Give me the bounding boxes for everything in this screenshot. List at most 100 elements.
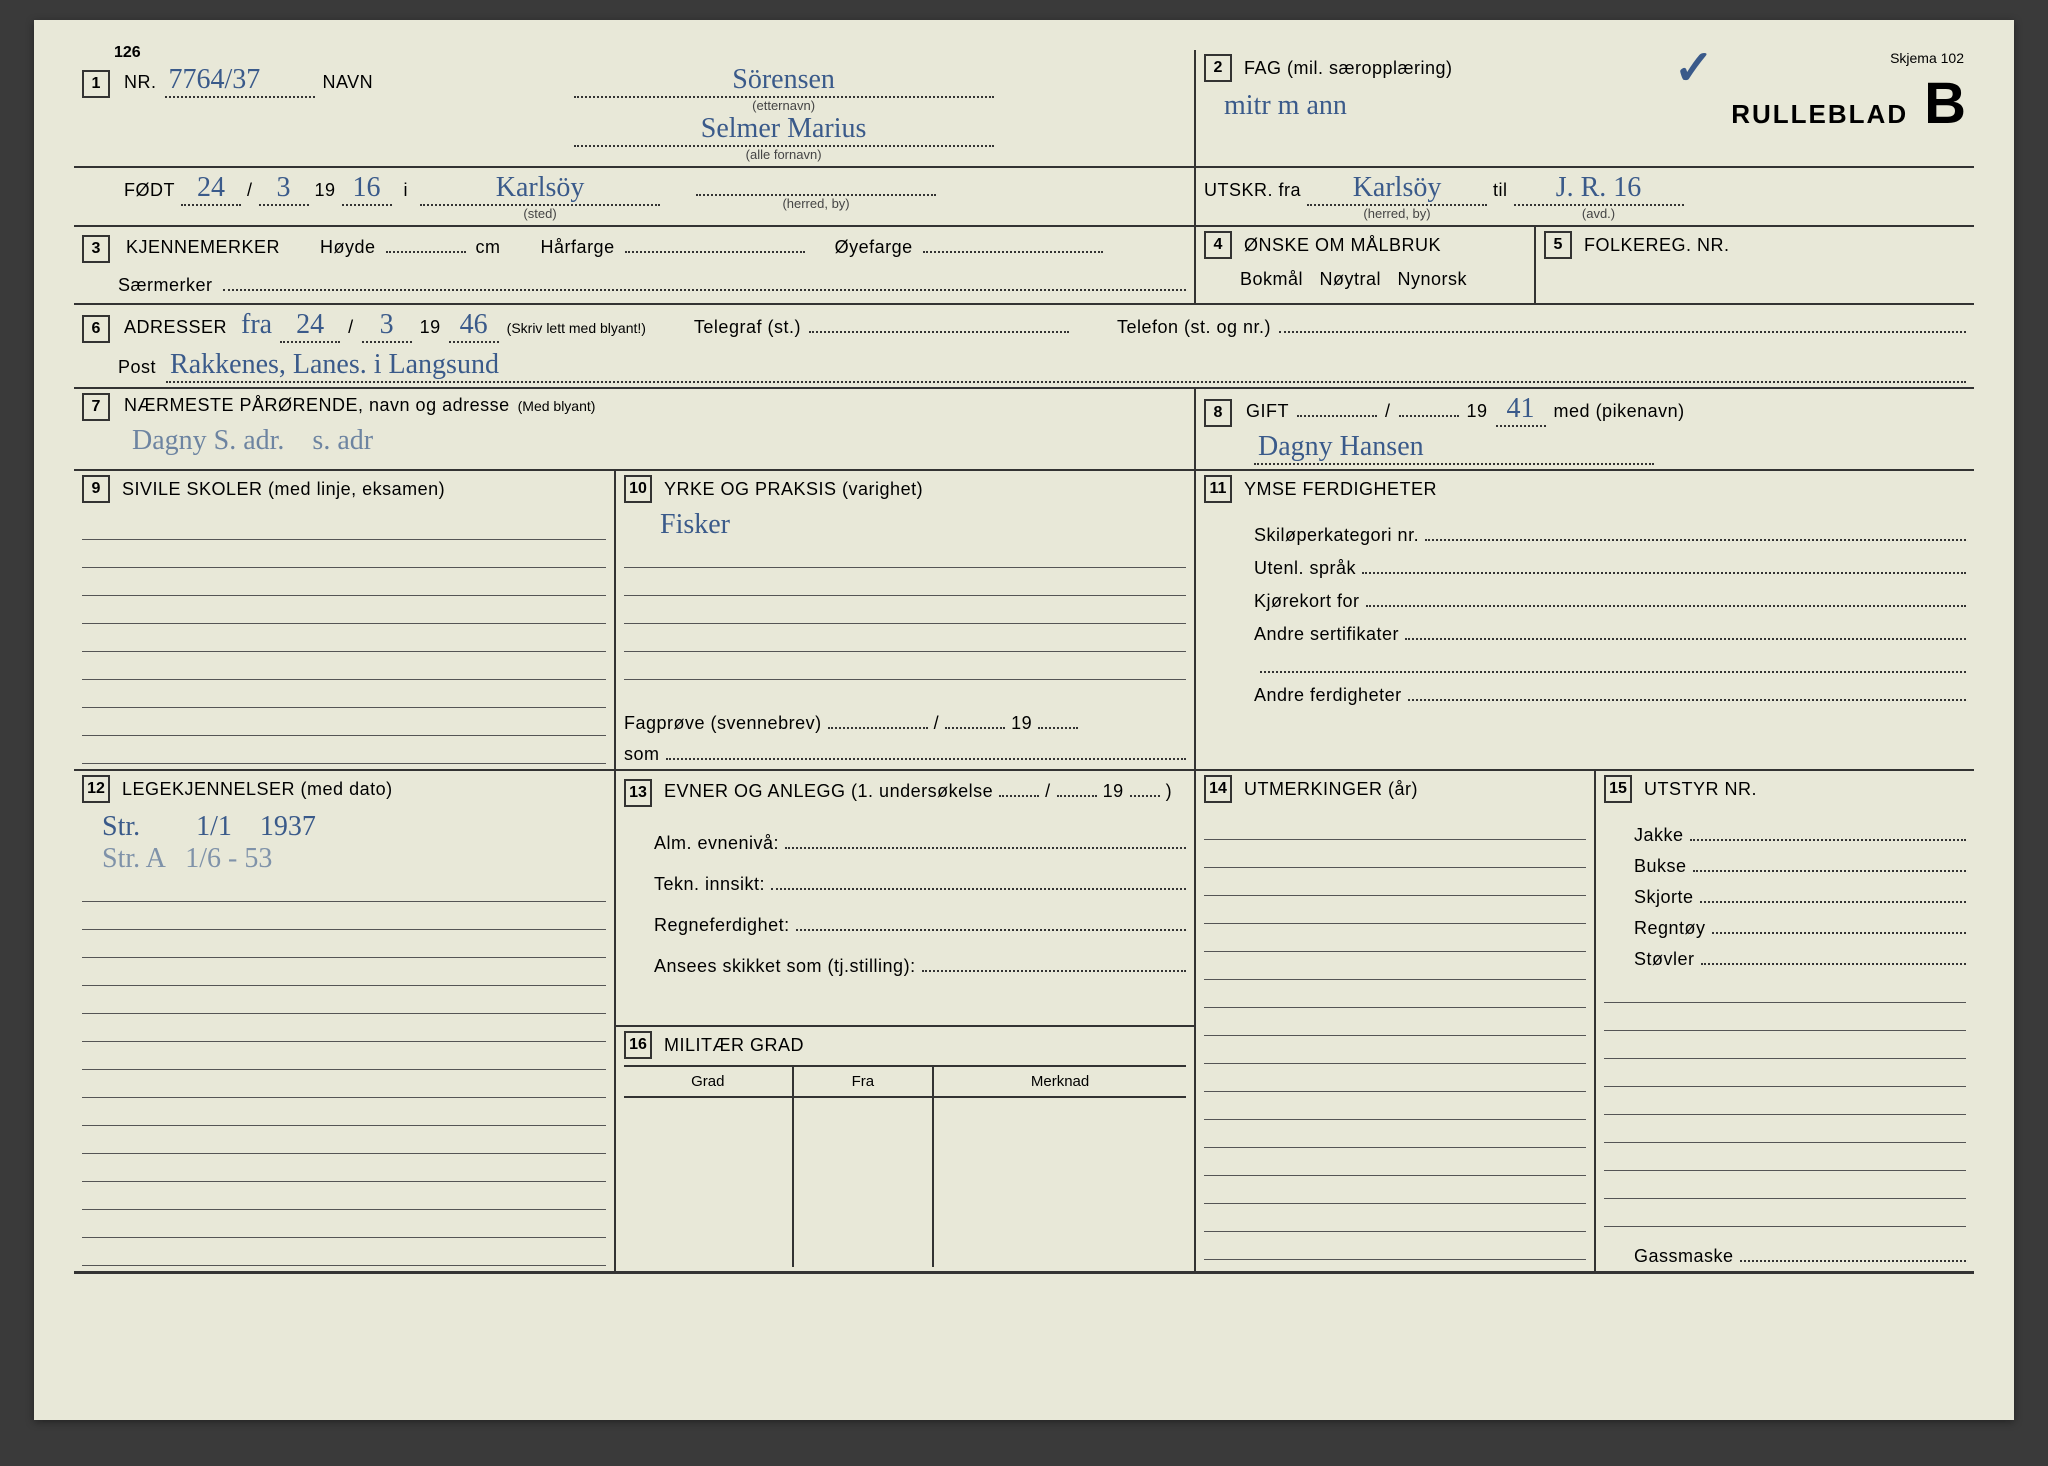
oyefarge-label: Øyefarge xyxy=(835,237,913,258)
sivile-label: SIVILE SKOLER (med linje, eksamen) xyxy=(122,479,445,500)
list-item-label: Støvler xyxy=(1634,949,1695,970)
box-7: 7 xyxy=(82,393,110,421)
addr-month: 3 xyxy=(362,309,412,343)
fill-line xyxy=(1690,819,1966,841)
list-item: Ansees skikket som (tj.stilling): xyxy=(654,950,1186,977)
list-item: Bukse xyxy=(1634,850,1966,877)
til-label: til xyxy=(1493,180,1508,201)
list-item: Alm. evnenivå: xyxy=(654,827,1186,854)
gift-label: GIFT xyxy=(1246,401,1289,422)
gift-value: Dagny Hansen xyxy=(1254,431,1654,465)
form-letter: B xyxy=(1924,70,1964,137)
list-item-label: Andre sertifikater xyxy=(1254,624,1399,645)
fodt-year: 16 xyxy=(342,172,392,206)
kjenne-label: KJENNEMERKER xyxy=(126,237,280,258)
list-item-label: Ansees skikket som (tj.stilling): xyxy=(654,956,916,977)
malbruk-options: Bokmål Nøytral Nynorsk xyxy=(1204,269,1526,290)
yrke-label: YRKE OG PRAKSIS (varighet) xyxy=(664,479,923,500)
utskr-label: UTSKR. fra xyxy=(1204,180,1301,201)
fill-line xyxy=(1260,651,1966,673)
folkereg-label: FOLKEREG. NR. xyxy=(1584,235,1730,256)
list-item: Utenl. språk xyxy=(1254,552,1966,579)
nr-value: 7764/37 xyxy=(165,64,315,98)
gift-yp: 19 xyxy=(1467,401,1488,422)
ymse-label: YMSE FERDIGHETER xyxy=(1244,479,1437,500)
list-item xyxy=(1254,651,1966,673)
cm-label: cm xyxy=(476,237,501,258)
parorende-label: NÆRMESTE PÅRØRENDE, navn og adresse xyxy=(124,395,510,416)
fill-line xyxy=(1701,943,1966,965)
fill-line xyxy=(922,950,1186,972)
fill-line xyxy=(1700,881,1966,903)
fill-line xyxy=(785,827,1186,849)
utstyr-lines xyxy=(1604,976,1966,1240)
fagprove-yp: 19 xyxy=(1011,713,1032,734)
ymse-items: Skiløperkategori nr.Utenl. språkKjørekor… xyxy=(1204,519,1966,706)
lege-lines xyxy=(82,875,606,1267)
fill-line xyxy=(1366,585,1966,607)
parorende-hint: (Med blyant) xyxy=(518,398,596,414)
avd-sub: (avd.) xyxy=(1582,206,1615,221)
gift-year: 41 xyxy=(1496,393,1546,427)
post-value: Rakkenes, Lanes. i Langsund xyxy=(166,349,1966,383)
telegraf-label: Telegraf (st.) xyxy=(694,317,801,338)
list-item: Jakke xyxy=(1634,819,1966,846)
som-label: som xyxy=(624,744,660,765)
mg-col-merknad: Merknad xyxy=(933,1067,1186,1097)
list-item-label: Bukse xyxy=(1634,856,1687,877)
fodt-month: 3 xyxy=(259,172,309,206)
utskr-herred-sub: (herred, by) xyxy=(1363,206,1430,221)
rulleblad-label: RULLEBLAD xyxy=(1731,99,1908,130)
fornavn-sub: (alle fornavn) xyxy=(746,147,822,162)
addr-yp: 19 xyxy=(420,317,441,338)
box-11: 11 xyxy=(1204,475,1232,503)
box-10: 10 xyxy=(624,475,652,503)
herred-sub: (herred, by) xyxy=(782,196,849,211)
fill-line xyxy=(1405,618,1966,640)
nr-small: 126 xyxy=(114,44,141,62)
list-item-label: Regneferdighet: xyxy=(654,915,790,936)
fill-line xyxy=(1362,552,1966,574)
box-4: 4 xyxy=(1204,231,1232,259)
fodt-label: FØDT xyxy=(124,180,175,201)
fill-line xyxy=(771,868,1186,890)
sivile-lines xyxy=(82,513,606,765)
sted-sub: (sted) xyxy=(523,206,556,221)
lege-label: LEGEKJENNELSER (med dato) xyxy=(122,779,393,800)
list-item-label: Kjørekort for xyxy=(1254,591,1360,612)
utmerk-label: UTMERKINGER (år) xyxy=(1244,779,1418,800)
milgrad-table: Grad Fra Merknad xyxy=(624,1067,1186,1267)
box-9: 9 xyxy=(82,475,110,503)
list-item: Kjørekort for xyxy=(1254,585,1966,612)
telefon-label: Telefon (st. og nr.) xyxy=(1117,317,1271,338)
i-label: i xyxy=(404,180,409,201)
saermerker-label: Særmerker xyxy=(118,275,213,296)
addr-day: 24 xyxy=(280,309,340,343)
mg-col-fra: Fra xyxy=(793,1067,934,1097)
list-item-label: Utenl. språk xyxy=(1254,558,1356,579)
list-item-label: Skjorte xyxy=(1634,887,1694,908)
fill-line xyxy=(1408,679,1966,701)
parorende-value: Dagny S. adr. s. adr xyxy=(82,425,1186,457)
fodt-yp: 19 xyxy=(315,180,336,201)
box-14: 14 xyxy=(1204,775,1232,803)
list-item: Andre sertifikater xyxy=(1254,618,1966,645)
adresser-label: ADRESSER xyxy=(124,317,227,338)
list-item-label: Regntøy xyxy=(1634,918,1706,939)
list-item-label: Tekn. innsikt: xyxy=(654,874,765,895)
list-item-label: Alm. evnenivå: xyxy=(654,833,779,854)
box-15: 15 xyxy=(1604,775,1632,803)
utstyr-items: Jakke Bukse Skjorte Regntøy Støvler xyxy=(1604,819,1966,970)
yrke-value: Fisker xyxy=(624,509,1186,541)
list-item: Andre ferdigheter xyxy=(1254,679,1966,706)
list-item: Støvler xyxy=(1634,943,1966,970)
form-card: Skjema 102 RULLEBLAD B ✓ 126 1 NR. 7764/… xyxy=(34,20,2014,1420)
box-13: 13 xyxy=(624,779,652,807)
nr-label: NR. xyxy=(124,72,157,93)
list-item: Regntøy xyxy=(1634,912,1966,939)
navn-label: NAVN xyxy=(323,72,374,93)
fodt-day: 24 xyxy=(181,172,241,206)
box-8: 8 xyxy=(1204,399,1232,427)
gift-med: med (pikenavn) xyxy=(1554,401,1685,422)
etternavn-sub: (etternavn) xyxy=(752,98,815,113)
